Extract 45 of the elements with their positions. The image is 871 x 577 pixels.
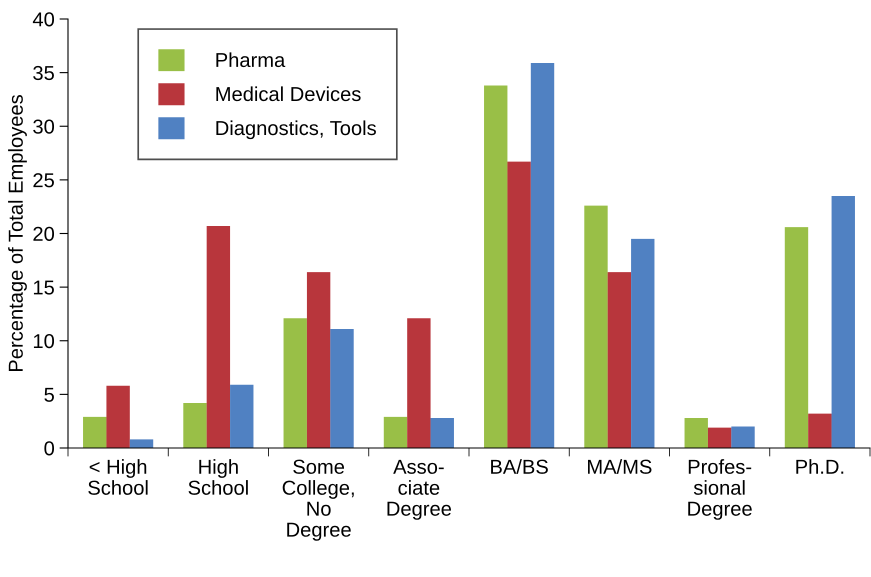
bar — [330, 328, 354, 448]
x-tick-label: Asso- ciate Degree — [388, 460, 452, 520]
bar — [284, 318, 307, 448]
bar — [584, 206, 608, 448]
bar — [384, 416, 408, 448]
y-tick-label: 5 — [44, 388, 54, 402]
bar — [731, 426, 755, 448]
y-axis-title: Percentage of Total Employees — [8, 95, 27, 372]
bar — [183, 402, 207, 448]
bar — [684, 418, 708, 448]
bar — [784, 227, 808, 448]
bar — [407, 318, 431, 448]
y-tick-label: 20 — [33, 226, 54, 241]
legend-label: Diagnostics, Tools — [216, 120, 376, 140]
bar — [430, 418, 454, 448]
bar — [808, 414, 832, 448]
bar — [832, 196, 855, 448]
bar — [306, 272, 330, 448]
legend-label: Medical Devices — [216, 86, 361, 102]
bar — [530, 62, 554, 448]
bar — [631, 238, 654, 448]
bar — [206, 226, 230, 448]
y-tick-label: 0 — [44, 441, 54, 456]
x-tick-label: Some College, No Degree — [282, 460, 354, 541]
x-tick-label: Profes- sional Degree — [688, 459, 752, 520]
y-tick-label: 10 — [34, 334, 54, 348]
y-tick-label: 25 — [33, 173, 54, 188]
x-tick-label: Ph.D. — [796, 459, 844, 474]
y-tick-label: 40 — [32, 12, 54, 26]
bar — [230, 384, 254, 448]
bar — [708, 428, 732, 448]
bar — [130, 439, 154, 448]
bar — [608, 272, 632, 448]
legend-label: Pharma — [216, 52, 286, 68]
bar — [83, 416, 106, 448]
y-tick-label: 15 — [34, 280, 54, 295]
x-tick-label: < High School — [88, 459, 148, 495]
y-tick-label: 35 — [33, 66, 54, 80]
y-tick-label: 30 — [33, 119, 54, 134]
bar — [507, 162, 531, 448]
x-tick-label: MA/MS — [588, 459, 652, 474]
bar — [106, 386, 130, 448]
bar — [484, 85, 508, 448]
x-tick-label: High School — [188, 459, 248, 495]
x-tick-label: BA/BS — [491, 459, 548, 474]
